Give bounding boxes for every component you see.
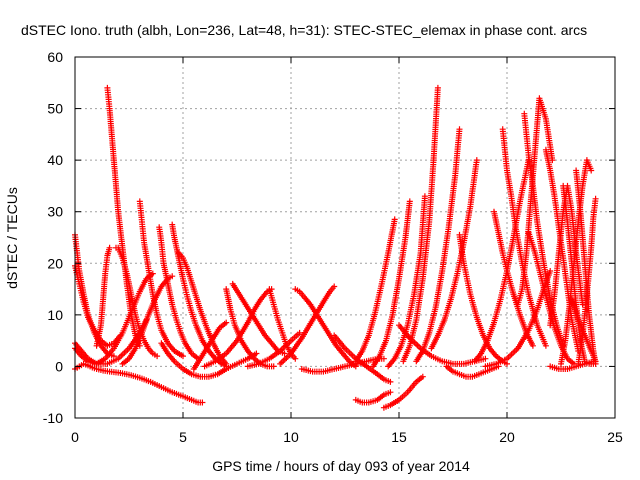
data-point-markers (380, 373, 426, 411)
series-arc28 (370, 198, 413, 370)
data-point-markers (244, 329, 303, 370)
data-point-markers (229, 280, 288, 357)
series-arc33 (428, 157, 480, 352)
series-arc27 (380, 373, 426, 411)
series-arc15 (190, 319, 230, 372)
data-point-markers (443, 363, 502, 380)
data-point-markers (370, 198, 413, 370)
series-arc12 (169, 221, 230, 370)
data-point-markers (72, 231, 117, 360)
series-arc6 (93, 244, 113, 349)
data-point-markers (190, 319, 230, 372)
data-point-markers (158, 340, 260, 380)
data-point-markers (72, 360, 206, 406)
data-point-markers (119, 273, 176, 367)
data-point-markers (482, 268, 554, 370)
data-point-markers (156, 224, 202, 362)
x-tick-label: 25 (607, 429, 623, 445)
data-series (72, 84, 599, 411)
series-arc49 (547, 358, 597, 372)
data-point-markers (201, 286, 275, 370)
series-arc2 (72, 231, 117, 360)
x-tick-label: 15 (391, 429, 407, 445)
data-point-markers (352, 389, 394, 406)
chart-title: dSTEC Iono. truth (albh, Lon=236, Lat=48… (21, 22, 587, 38)
data-point-markers (277, 283, 338, 367)
x-tick-label: 20 (499, 429, 515, 445)
y-tick-label: 60 (47, 49, 63, 65)
series-arc9 (119, 273, 176, 367)
data-point-markers (72, 270, 156, 367)
series-arc50 (568, 296, 599, 365)
data-point-markers (413, 126, 463, 365)
series-arc25 (352, 216, 398, 365)
data-point-markers (568, 296, 599, 365)
data-point-markers (136, 198, 186, 360)
data-point-markers (169, 221, 230, 370)
series-arc41 (510, 95, 556, 308)
series-arc22 (277, 283, 338, 367)
series-arc20 (244, 329, 303, 370)
x-tick-label: 0 (71, 429, 79, 445)
series-arc13 (175, 250, 230, 367)
y-tick-label: 40 (47, 152, 63, 168)
series-arc17 (229, 280, 288, 357)
x-tick-label: 10 (283, 429, 299, 445)
axis-ticks: 0 5 10 15 20 25 -10 0 10 20 30 40 50 60 (43, 49, 623, 445)
y-axis-label: dSTEC / TECUs (4, 187, 20, 289)
series-arc30 (400, 84, 441, 365)
data-point-markers (428, 157, 480, 352)
series-arc14 (158, 340, 260, 380)
data-point-markers (510, 95, 556, 308)
y-tick-label: 30 (47, 204, 63, 220)
data-point-markers (547, 358, 597, 372)
series-arc18 (201, 286, 275, 370)
series-arc10 (136, 198, 186, 360)
data-point-markers (93, 244, 113, 349)
series-arc11 (156, 224, 202, 362)
y-tick-label: 50 (47, 101, 63, 117)
y-tick-label: -10 (43, 410, 63, 426)
series-arc34 (443, 363, 502, 380)
x-tick-label: 5 (179, 429, 187, 445)
data-point-markers (400, 84, 441, 365)
plot-frame (74, 56, 616, 419)
series-arc39 (482, 268, 554, 370)
y-tick-label: 0 (55, 358, 63, 374)
y-tick-label: 10 (47, 307, 63, 323)
data-point-markers (352, 216, 398, 365)
series-arc31 (413, 126, 463, 365)
series-arc4 (72, 270, 156, 367)
series-arc1 (72, 360, 206, 406)
series-arc26 (352, 389, 394, 406)
data-point-markers (175, 250, 230, 367)
y-tick-label: 20 (47, 255, 63, 271)
x-axis-label: GPS time / hours of day 093 of year 2014 (212, 458, 470, 474)
